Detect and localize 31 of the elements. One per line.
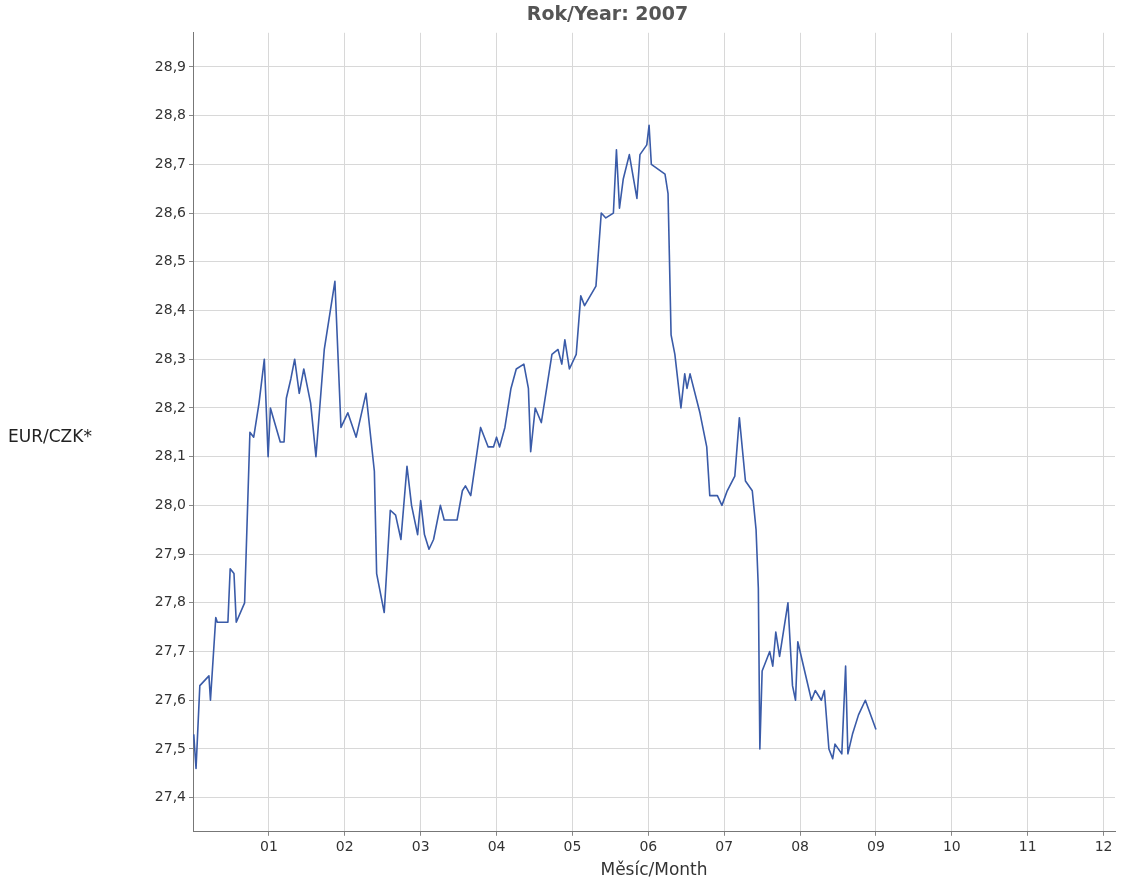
y-tick-label: 28,8 [154,106,186,123]
y-tick-label: 28,3 [154,349,186,366]
y-axis-title: EUR/CZK* [8,426,92,446]
y-tick-label: 27,8 [154,593,186,610]
x-tick-label: 01 [259,837,278,854]
x-tick-label: 11 [1018,837,1037,854]
x-tick-label: 02 [335,837,354,854]
y-tick-label: 27,5 [154,739,186,756]
x-tick-label: 03 [411,837,430,854]
y-tick-label: 28,9 [154,57,186,74]
y-tick-label: 28,2 [154,398,186,415]
y-tick-label: 28,4 [154,301,187,318]
x-tick-label: 04 [487,837,506,854]
chart-title: Rok/Year: 2007 [526,2,689,25]
x-tick-label: 05 [563,837,582,854]
x-tick-label: 08 [791,837,809,854]
y-tick-label: 27,6 [154,690,187,707]
y-tick-label: 28,5 [154,252,186,269]
x-tick-label: 09 [867,837,885,854]
x-tick-label: 06 [639,837,658,854]
y-tick-label: 27,7 [154,642,186,659]
y-tick-label: 28,7 [154,154,186,171]
x-axis-title: Měsíc/Month [600,859,708,880]
x-tick-label: 07 [715,837,734,854]
x-tick-label: 12 [1094,837,1113,854]
x-tick-label: 10 [942,837,961,854]
y-tick-label: 28,6 [154,203,187,220]
y-tick-label: 27,4 [154,788,187,805]
y-tick-label: 28,0 [154,496,186,513]
y-tick-label: 28,1 [154,447,186,464]
y-tick-label: 27,9 [154,544,186,561]
